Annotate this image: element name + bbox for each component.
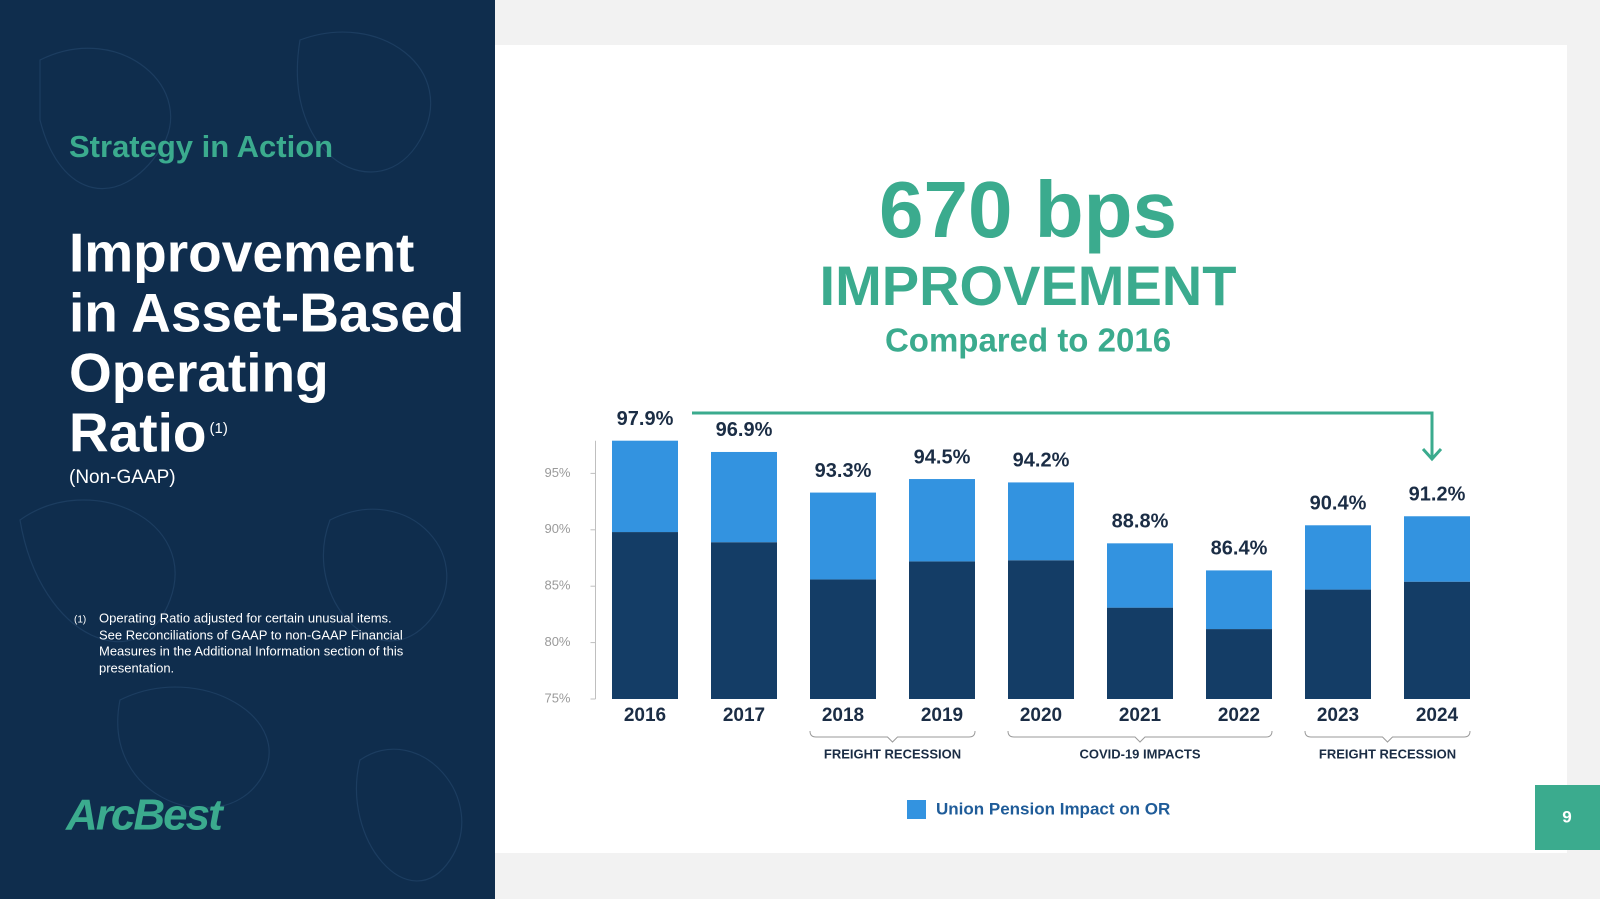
y-tick-label: 75% <box>544 690 570 705</box>
bar-segment <box>1404 581 1470 699</box>
y-tick-label: 85% <box>544 578 570 593</box>
span-bracket <box>1304 730 1471 743</box>
footnote-marker: (1) <box>74 615 86 626</box>
value-label: 96.9% <box>716 419 773 441</box>
x-tick-label: 2023 <box>1317 705 1359 726</box>
x-tick-label: 2021 <box>1119 705 1162 726</box>
value-label: 94.2% <box>1013 450 1070 472</box>
title-line: Operating <box>69 342 329 404</box>
bar-segment <box>1008 560 1074 699</box>
value-label: 97.9% <box>617 408 674 430</box>
value-label: 93.3% <box>815 460 872 482</box>
page-number: 9 <box>1562 807 1571 826</box>
title: Improvement in Asset-Based Operating Rat… <box>69 222 464 464</box>
bar-segment <box>612 532 678 699</box>
footnote-line: presentation. <box>99 660 174 675</box>
bar-segment <box>810 492 876 580</box>
span-bracket <box>809 730 976 743</box>
headline: 670 bps <box>879 165 1177 254</box>
bar-segment <box>909 479 975 562</box>
x-tick-label: 2024 <box>1416 705 1459 726</box>
title-note: (1) <box>210 420 228 437</box>
bar-segment <box>711 451 777 543</box>
span-label: FREIGHT RECESSION <box>824 746 961 761</box>
bar-segment <box>909 561 975 699</box>
improvement-arrow <box>692 411 1443 462</box>
x-tick-label: 2018 <box>822 705 864 726</box>
value-label: 90.4% <box>1310 493 1367 515</box>
y-tick-label: 90% <box>544 521 570 536</box>
value-label: 91.2% <box>1409 484 1466 506</box>
x-tick-label: 2019 <box>921 705 963 726</box>
title-line: Improvement <box>69 222 414 284</box>
bar-segment <box>1206 629 1272 699</box>
footnote-line: Measures in the Additional Information s… <box>99 643 404 658</box>
kicker: Strategy in Action <box>69 129 333 164</box>
bar-segment <box>1008 482 1074 561</box>
footnote: (1) Operating Ratio adjusted for certain… <box>74 610 404 675</box>
bar-segment <box>1404 516 1470 582</box>
span-bracket <box>1007 730 1273 743</box>
subtitle: (Non-GAAP) <box>69 467 176 488</box>
legend-swatch <box>907 800 926 819</box>
contour-pattern <box>19 31 463 882</box>
bar-segment <box>1107 607 1173 699</box>
bar-segment <box>810 579 876 699</box>
y-tick-label: 95% <box>544 465 570 480</box>
bar-segment <box>1305 589 1371 699</box>
title-line: in Asset-Based <box>69 282 464 344</box>
bar-segment <box>711 542 777 699</box>
bar-segment <box>1206 570 1272 630</box>
bar-segment <box>1107 543 1173 608</box>
page-badge <box>1535 785 1600 850</box>
x-tick-label: 2020 <box>1020 705 1062 726</box>
title-line: Ratio <box>69 402 207 464</box>
footnote-line: Operating Ratio adjusted for certain unu… <box>99 610 392 625</box>
bar-segment <box>612 440 678 533</box>
headline-note: Compared to 2016 <box>885 322 1171 359</box>
span-label: FREIGHT RECESSION <box>1319 746 1456 761</box>
footnote-line: See Reconciliations of GAAP to non-GAAP … <box>99 627 403 642</box>
legend-label: Union Pension Impact on OR <box>936 799 1170 818</box>
x-tick-label: 2017 <box>723 705 765 726</box>
y-tick-label: 80% <box>544 634 570 649</box>
x-tick-label: 2016 <box>624 705 666 726</box>
headline-sub: IMPROVEMENT <box>820 254 1237 317</box>
value-label: 94.5% <box>914 446 971 468</box>
bar-segment <box>1305 525 1371 590</box>
span-label: COVID-19 IMPACTS <box>1079 746 1200 761</box>
logo: ArcBest <box>65 791 225 840</box>
x-tick-label: 2022 <box>1218 705 1260 726</box>
value-label: 86.4% <box>1211 538 1268 560</box>
value-label: 88.8% <box>1112 511 1169 533</box>
left-panel <box>0 0 495 899</box>
